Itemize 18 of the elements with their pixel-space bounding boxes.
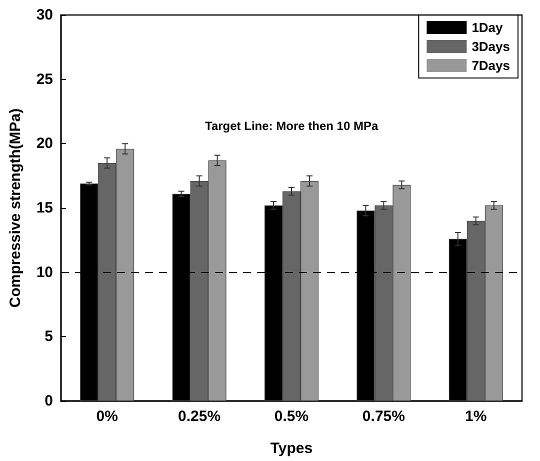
x-axis-title: Types: [270, 440, 313, 457]
legend-label: 7Days: [472, 58, 510, 73]
y-tick-label: 20: [36, 135, 53, 152]
x-tick-label: 1%: [465, 408, 487, 425]
y-tick-label: 25: [36, 70, 53, 88]
y-axis-title: Compressive strength(MPa): [7, 108, 24, 308]
x-tick-label: 0.5%: [274, 408, 309, 425]
y-tick-label: 10: [36, 264, 53, 281]
y-tick-label: 15: [36, 200, 53, 216]
x-tick-label: 0.25%: [178, 408, 221, 425]
y-tick-label: 5: [44, 328, 53, 346]
y-tick-label: 0: [44, 392, 53, 410]
x-tick-label: 0.75%: [362, 408, 405, 425]
legend-label: 3Days: [472, 39, 510, 54]
y-tick-label: 30: [36, 6, 53, 24]
legend-label: 1Day: [472, 20, 504, 35]
annotation: Target Line: More then 10 MPa: [205, 119, 378, 133]
x-tick-label: 0%: [96, 408, 118, 425]
